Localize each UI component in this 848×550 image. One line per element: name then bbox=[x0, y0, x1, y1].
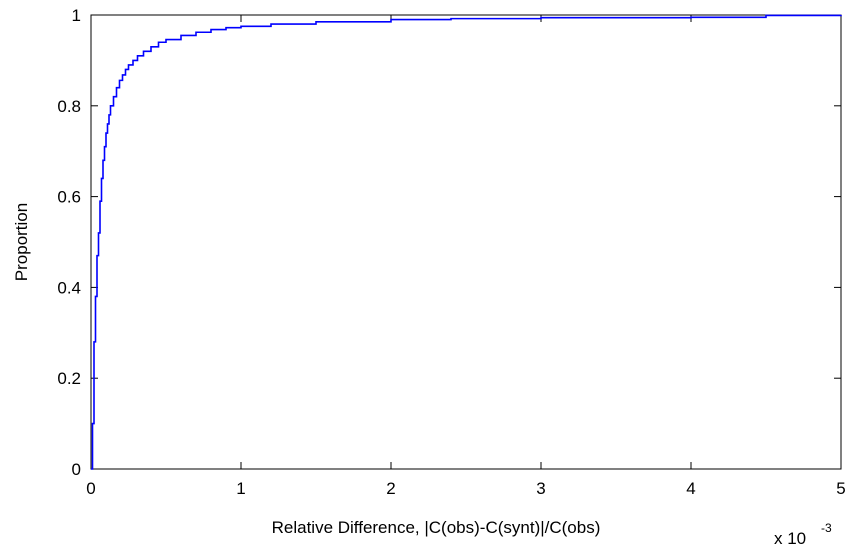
x-axis-label: Relative Difference, |C(obs)-C(synt)|/C(… bbox=[272, 518, 601, 537]
x-tick-label: 1 bbox=[236, 479, 245, 498]
y-tick-label: 0 bbox=[72, 460, 81, 479]
tick-labels: 0 1 2 3 4 5 0 0.2 0.4 0.6 0.8 1 bbox=[57, 6, 845, 498]
series-layer bbox=[91, 14, 842, 470]
y-axis-label: Proportion bbox=[12, 203, 31, 281]
x-multiplier-base: x 10 bbox=[774, 529, 806, 548]
x-tick-label: 3 bbox=[536, 479, 545, 498]
x-tick-label: 0 bbox=[86, 479, 95, 498]
x-tick-label: 4 bbox=[686, 479, 695, 498]
series-line bbox=[91, 14, 842, 470]
y-tick-label: 0.4 bbox=[57, 278, 81, 297]
y-tick-label: 0.2 bbox=[57, 369, 81, 388]
y-tick-label: 0.8 bbox=[57, 97, 81, 116]
x-multiplier-exponent: -3 bbox=[821, 521, 832, 535]
plot-frame bbox=[90, 14, 842, 470]
x-tick-label: 5 bbox=[836, 479, 845, 498]
y-tick-label: 1 bbox=[72, 6, 81, 25]
y-tick-label: 0.6 bbox=[57, 188, 81, 207]
x-tick-label: 2 bbox=[386, 479, 395, 498]
